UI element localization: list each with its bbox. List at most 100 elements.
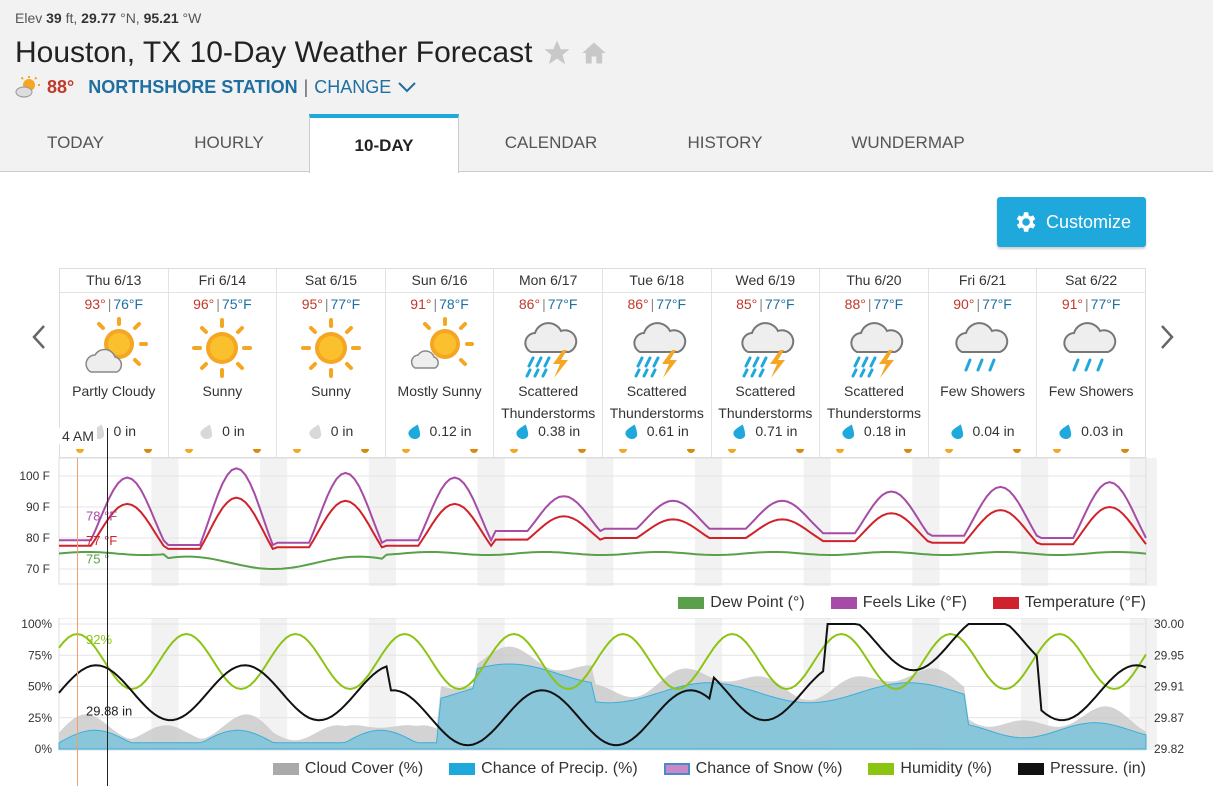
sunrise-sunset-icon bbox=[184, 449, 261, 453]
temperature-line bbox=[59, 496, 1147, 551]
sunrise-sunset-icon bbox=[727, 449, 804, 453]
showers-icon bbox=[1063, 322, 1117, 372]
legend-humidity[interactable]: Humidity (%) bbox=[868, 760, 992, 778]
y-tick-right: 29.91 bbox=[1154, 680, 1184, 694]
tab-bar: TODAY HOURLY 10-DAY CALENDAR HISTORY WUN… bbox=[0, 114, 1213, 173]
legend-chance-snow[interactable]: Chance of Snow (%) bbox=[663, 760, 842, 778]
day-low: 75°F bbox=[221, 296, 252, 312]
day-column[interactable]: Thu 6/20 88° | 77°F Scattered Thunderstorms 0.… bbox=[820, 269, 929, 457]
day-column[interactable]: Fri 6/14 96° | 75°F Sunny 0 in bbox=[168, 269, 278, 457]
tab-history[interactable]: HISTORY bbox=[687, 133, 763, 152]
legend-chance-precip[interactable]: Chance of Precip. (%) bbox=[449, 760, 638, 778]
day-low: 78°F bbox=[439, 296, 469, 312]
day-temps: 91° | 77°F bbox=[1061, 296, 1121, 312]
change-station-link[interactable]: CHANGE bbox=[314, 76, 392, 97]
day-column[interactable]: Mon 6/17 86° | 77°F Scattered Thunderstorms 0.… bbox=[494, 269, 603, 457]
chevron-down-icon[interactable] bbox=[397, 81, 417, 93]
day-precip: 0.04 in bbox=[929, 423, 1037, 439]
raindrop-icon bbox=[309, 424, 321, 439]
day-precip: 0.61 in bbox=[603, 423, 711, 439]
day-condition: Scattered Thunderstorms bbox=[501, 383, 596, 421]
tab-today[interactable]: TODAY bbox=[47, 133, 104, 152]
customize-label: Customize bbox=[1045, 211, 1132, 232]
day-low: 77°F bbox=[330, 296, 361, 312]
day-column[interactable]: Fri 6/21 90° | 77°F Few Showers 0.04 in bbox=[928, 269, 1038, 457]
feels-readout: 78 °F bbox=[86, 508, 117, 523]
day-temps: 86° | 77°F bbox=[627, 296, 687, 312]
prev-arrow-icon[interactable] bbox=[30, 322, 50, 352]
station-name[interactable]: NORTHSHORE STATION bbox=[88, 76, 298, 97]
thunderstorm-icon bbox=[524, 322, 578, 378]
night-band bbox=[586, 458, 614, 586]
day-condition: Scattered Thunderstorms bbox=[609, 383, 704, 421]
day-temps: 96° | 75°F bbox=[193, 296, 252, 312]
chart-frame bbox=[58, 618, 1147, 751]
day-column[interactable]: Tue 6/18 86° | 77°F Scattered Thunderstorms 0.… bbox=[602, 269, 712, 457]
feels-like-line bbox=[59, 467, 1147, 547]
tab-wundermap[interactable]: WUNDERMAP bbox=[851, 133, 965, 152]
temperature-chart: 100 F 90 F 80 F 70 F 78 °F 77 °F 75 ° bbox=[19, 458, 1157, 586]
day-temps: 91° | 78°F bbox=[410, 296, 469, 312]
tab-hourly[interactable]: HOURLY bbox=[194, 133, 264, 152]
day-temps: 90° | 77°F bbox=[953, 296, 1012, 312]
day-date: Sat 6/22 bbox=[1037, 269, 1145, 293]
sunny-icon bbox=[192, 318, 253, 378]
legend-pressure[interactable]: Pressure. (in) bbox=[1017, 760, 1146, 778]
star-icon[interactable] bbox=[542, 38, 572, 68]
current-temp: 88° bbox=[47, 76, 75, 97]
thunderstorm-icon bbox=[850, 322, 904, 378]
partly-sunny-icon bbox=[15, 76, 40, 98]
day-high: 91° bbox=[1061, 296, 1084, 312]
day-high: 96° bbox=[193, 296, 215, 312]
day-column[interactable]: Wed 6/19 85° | 77°F Scattered Thunderstorms 0.… bbox=[711, 269, 821, 457]
y-tick-left: 0% bbox=[35, 742, 53, 753]
day-high: 93° bbox=[84, 296, 106, 312]
percent-pressure-chart: 100% 30.00 75% 29.95 50% 29.91 25% 29.87 0% 29.82… bbox=[21, 618, 1184, 753]
home-icon[interactable] bbox=[580, 39, 608, 67]
tab-calendar[interactable]: CALENDAR bbox=[504, 133, 598, 152]
y-tick-right: 29.82 bbox=[1154, 742, 1184, 753]
night-band bbox=[912, 458, 940, 586]
y-tick-label: 90 F bbox=[26, 500, 50, 514]
pressure-line bbox=[58, 623, 1147, 747]
sunrise-sunset-icon bbox=[944, 449, 1021, 453]
legend-cloud-cover[interactable]: Cloud Cover (%) bbox=[272, 760, 423, 778]
tab-10-day[interactable]: 10-DAY bbox=[309, 114, 459, 173]
pct-chart-legend: Cloud Cover (%) Chance of Precip. (%) Ch… bbox=[247, 760, 1146, 778]
night-band bbox=[1020, 458, 1049, 586]
day-condition: Few Showers bbox=[940, 383, 1025, 399]
y-tick-right: 29.95 bbox=[1154, 648, 1184, 662]
day-temps: 85° | 77°F bbox=[736, 296, 795, 312]
day-high: 91° bbox=[410, 296, 432, 312]
day-column[interactable]: Sat 6/15 95° | 77°F Sunny 0 in bbox=[277, 269, 386, 457]
legend-temperature[interactable]: Temperature (°F) bbox=[992, 594, 1146, 612]
raindrop-icon bbox=[407, 424, 420, 439]
y-tick-left: 25% bbox=[28, 711, 52, 725]
thunderstorm-icon bbox=[633, 322, 686, 378]
chart-frame bbox=[58, 458, 1147, 585]
legend-dew-point[interactable]: Dew Point (°) bbox=[678, 594, 805, 612]
legend-feels-like[interactable]: Feels Like (°F) bbox=[830, 594, 967, 612]
y-tick-right: 29.87 bbox=[1154, 711, 1184, 725]
next-arrow-icon[interactable] bbox=[1156, 322, 1176, 352]
day-column[interactable]: Thu 6/13 93° | 76°F Partly Cloudy 0 in bbox=[60, 269, 169, 457]
day-low: 76°F bbox=[113, 296, 144, 312]
chance-precip-area bbox=[58, 663, 1147, 750]
latitude-value: 29.77 bbox=[81, 10, 117, 26]
day-date: Tue 6/18 bbox=[602, 269, 711, 293]
raindrop-icon bbox=[842, 424, 855, 439]
day-column[interactable]: Sun 6/16 91° | 78°F Mostly Sunny 0.12 in bbox=[385, 269, 495, 457]
night-band bbox=[1129, 458, 1157, 586]
temp-chart-legend: Dew Point (°) Feels Like (°F) Temperatur… bbox=[652, 594, 1146, 612]
y-tick-label: 100 F bbox=[19, 469, 50, 483]
day-column[interactable]: Sat 6/22 91° | 77°F Few Showers 0.03 in bbox=[1037, 269, 1145, 457]
day-date: Fri 6/14 bbox=[168, 269, 277, 293]
day-high: 88° bbox=[844, 296, 866, 312]
elevation-coords: Elev 39 ft, 29.77 °N, 95.21 °W bbox=[15, 10, 202, 26]
humidity-line bbox=[58, 632, 1147, 691]
day-precip: 0.03 in bbox=[1037, 423, 1145, 439]
sunrise-sunset-icon bbox=[836, 449, 913, 453]
day-condition: Few Showers bbox=[1048, 383, 1134, 399]
customize-button[interactable]: Customize bbox=[997, 197, 1146, 247]
sunrise-sunset-icon bbox=[618, 449, 695, 453]
